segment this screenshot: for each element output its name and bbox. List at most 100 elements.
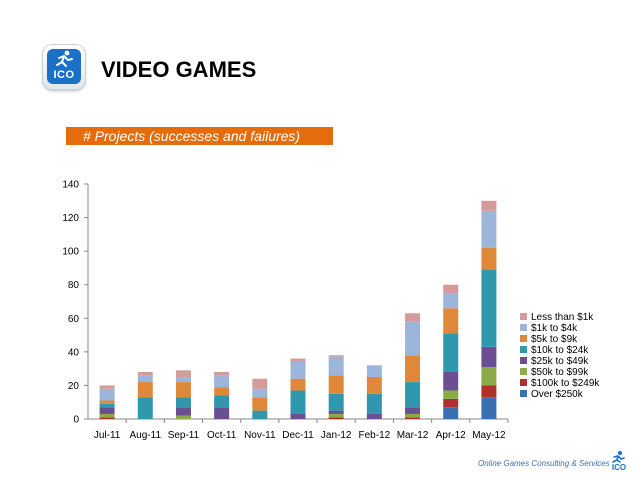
bar-segment: [252, 388, 268, 398]
legend-swatch: [520, 368, 527, 375]
bar-segment: [443, 293, 459, 309]
bar-segment: [214, 395, 230, 408]
bar-segment: [252, 378, 268, 389]
bar-segment: [328, 375, 344, 394]
bar-segment: [175, 377, 191, 383]
bar-segment: [481, 210, 497, 248]
bar-segment: [99, 403, 115, 408]
bar-segment: [366, 413, 382, 419]
bar-segment: [214, 375, 230, 388]
bar-segment: [99, 413, 115, 418]
bar-segment: [252, 410, 268, 419]
bar-segment: [214, 372, 230, 376]
x-tick-label: Nov-11: [244, 430, 276, 441]
bar-segment: [137, 382, 153, 398]
page-title: VIDEO GAMES: [101, 57, 257, 82]
bar-segment: [481, 247, 497, 270]
bar-segment: [137, 397, 153, 419]
bar-segment: [481, 269, 497, 347]
bar-segment: [290, 361, 306, 379]
x-tick-label: Mar-12: [397, 430, 429, 441]
bar-segment: [443, 308, 459, 334]
x-tick-label: Dec-11: [282, 430, 314, 441]
x-tick-label: Jul-11: [94, 430, 121, 441]
bar-segment: [175, 382, 191, 398]
bar-segment: [175, 415, 191, 419]
y-tick-label: 40: [68, 347, 80, 358]
chart-title: # Projects (successes and failures): [66, 127, 333, 145]
bar-segment: [481, 366, 497, 386]
bar-segment: [443, 284, 459, 294]
bar-segment: [99, 417, 115, 419]
legend-label: $1k to $4k: [531, 323, 578, 334]
footer-logo-icon: ICO: [612, 451, 626, 472]
bar-segment: [405, 417, 421, 419]
y-tick-label: 120: [62, 213, 79, 224]
bar-segment: [137, 375, 153, 383]
bar-segment: [405, 321, 421, 356]
bar-segment: [405, 355, 421, 383]
bar-segment: [290, 390, 306, 414]
bar-segment: [443, 333, 459, 372]
runner-icon: [56, 50, 73, 67]
bar-segment: [175, 397, 191, 408]
bar-segment: [137, 372, 153, 376]
bar-segment: [328, 356, 344, 376]
legend-label: $25k to $49k: [531, 356, 589, 367]
bar-segment: [328, 393, 344, 411]
bar-segment: [99, 385, 115, 389]
footer-text: Online Games Consulting & Services: [478, 459, 610, 468]
bar-segment: [405, 407, 421, 414]
bar-segment: [99, 407, 115, 414]
bar-segment: [443, 372, 459, 391]
legend-swatch: [520, 357, 527, 364]
y-tick-label: 0: [73, 415, 79, 426]
bar-segment: [328, 417, 344, 419]
legend-swatch: [520, 335, 527, 342]
bar-segment: [328, 355, 344, 357]
x-tick-label: Feb-12: [359, 430, 391, 441]
x-tick-label: Aug-11: [130, 430, 162, 441]
bar-segment: [328, 413, 344, 418]
bar-segment: [99, 400, 115, 404]
legend-swatch: [520, 390, 527, 397]
legend-swatch: [520, 379, 527, 386]
y-tick-label: 20: [68, 381, 80, 392]
legend-label: $5k to $9k: [531, 334, 578, 345]
x-tick-label: Oct-11: [207, 430, 237, 441]
bar-segment: [405, 413, 421, 418]
ico-logo: ICO: [43, 45, 85, 89]
bar-segment: [481, 346, 497, 367]
legend-label: $50k to $99k: [531, 367, 589, 378]
bar-segment: [99, 388, 115, 401]
bar-segment: [175, 407, 191, 416]
footer-logo-text: ICO: [612, 463, 626, 472]
legend-label: Less than $1k: [531, 312, 594, 323]
x-tick-label: May-12: [472, 430, 506, 441]
bar-segment: [481, 385, 497, 398]
y-tick-label: 100: [62, 247, 79, 258]
bar-segment: [328, 410, 344, 414]
bar-segment: [252, 397, 268, 411]
y-tick-label: 60: [68, 314, 80, 325]
bar-segment: [290, 378, 306, 391]
legend-swatch: [520, 313, 527, 320]
x-tick-label: Sep-11: [168, 430, 200, 441]
y-tick-label: 80: [68, 280, 80, 291]
bar-segment: [366, 365, 382, 378]
legend-swatch: [520, 324, 527, 331]
bar-segment: [443, 398, 459, 408]
bar-segment: [366, 393, 382, 414]
x-tick-label: Jan-12: [321, 430, 352, 441]
bar-segment: [443, 407, 459, 419]
bar-segment: [405, 382, 421, 408]
bar-segment: [481, 397, 497, 419]
legend-label: Over $250k: [531, 389, 584, 400]
legend-label: $10k to $24k: [531, 345, 589, 356]
bar-segment: [290, 413, 306, 419]
legend-swatch: [520, 346, 527, 353]
bar-segment: [481, 200, 497, 211]
bar-segment: [214, 407, 230, 419]
bar-segment: [290, 358, 306, 362]
